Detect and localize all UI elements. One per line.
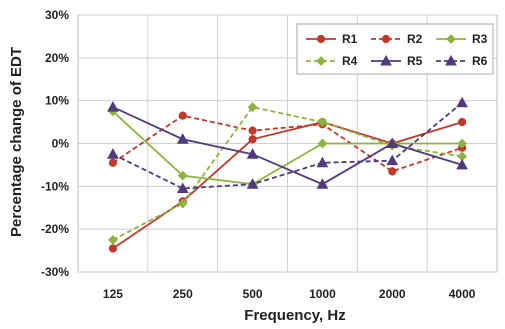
data-point-r5 [107,101,119,112]
data-point-r2 [178,111,187,120]
data-point-r5 [456,158,468,170]
y-tick-label: 20% [45,51,69,65]
data-point-r1 [108,244,118,253]
data-point-r4 [108,234,118,245]
data-point-r6 [456,96,468,108]
data-point-r3 [177,170,188,181]
data-point-r5 [316,178,329,189]
data-point-r4 [317,117,328,127]
data-point-r5 [386,137,399,148]
legend-marker-r2 [381,34,391,44]
legend-label-r1: R1 [342,32,358,46]
legend-marker-r4 [316,56,326,66]
legend-label-r6: R6 [472,54,488,68]
data-point-r6 [246,178,259,189]
legend-item-r2: R2 [371,32,423,46]
data-point-r2 [108,158,118,167]
legend-item-r3: R3 [436,32,488,46]
x-tick-label: 2000 [379,287,406,301]
x-tick-label: 1000 [309,287,336,301]
series-line-r6 [112,102,463,190]
data-point-r4 [177,198,188,209]
y-axis-title: Percentage change of EDT [8,47,25,237]
legend-label-r5: R5 [407,54,423,68]
x-axis-title: Frequency, Hz [244,307,345,324]
legend-item-r1: R1 [306,32,358,46]
legend-box [296,23,494,75]
legend: R1 R2 R3 R4 R5 R6 [296,23,494,75]
x-tick-labels: 125 250 500 1000 2000 4000 [103,287,476,301]
data-point-r1 [457,117,467,127]
data-point-r4 [247,102,258,112]
data-point-r2 [248,126,257,135]
data-point-r6 [176,182,189,193]
y-tick-label: 10% [45,94,69,108]
data-point-r5 [176,133,189,144]
legend-label-r4: R4 [342,54,358,68]
series-r5 [107,101,468,189]
series-line-r3 [112,110,463,186]
data-point-r6 [386,154,399,166]
data-point-r3 [457,138,467,149]
legend-marker-r3 [446,34,456,44]
data-point-r6 [316,156,329,168]
legend-marker-r5 [380,54,392,66]
legend-label-r3: R3 [472,32,488,46]
series-line-r2 [112,114,463,173]
legend-item-r4: R4 [306,54,358,68]
y-tick-label: -30% [41,265,69,279]
x-tick-label: 500 [243,287,263,301]
y-tick-labels: -30% -20% -10% 0% 10% 20% 30% [41,8,69,279]
legend-item-r5: R5 [371,54,423,68]
data-point-r6 [107,148,119,159]
y-tick-label: -10% [41,179,69,193]
x-tick-label: 125 [103,287,123,301]
series-layer [107,96,468,253]
data-point-r2 [388,167,397,176]
y-tick-label: 30% [45,8,69,22]
y-tick-label: 0% [52,137,70,151]
data-point-r3 [317,138,328,149]
legend-label-r2: R2 [407,32,423,46]
series-line-r5 [112,106,463,186]
x-tick-label: 4000 [449,287,476,301]
y-tick-label: -20% [41,222,69,236]
legend-marker-r1 [316,34,326,44]
series-r6 [107,96,468,193]
legend-item-r6: R6 [436,54,488,68]
data-point-r5 [246,148,259,159]
x-tick-label: 250 [173,287,193,301]
legend-marker-r6 [445,54,457,66]
data-point-r1 [248,135,257,144]
